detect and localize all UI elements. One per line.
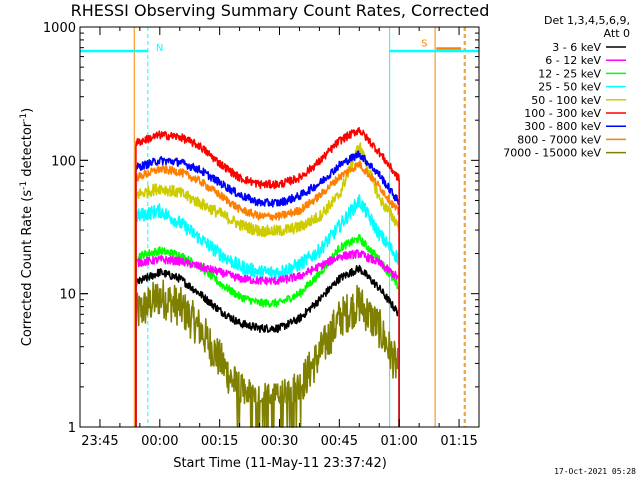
- legend-entry-label: 3 - 6 keV: [552, 41, 601, 54]
- series-line-5: [135, 126, 400, 427]
- series-line-6: [135, 150, 400, 427]
- legend-entry-label: 12 - 25 keV: [538, 67, 601, 80]
- y-axis-label: Corrected Count Rate (s-1 detector-1): [19, 108, 35, 346]
- x-tick-label: 00:15: [201, 434, 238, 449]
- night-flag-label: N: [156, 43, 163, 54]
- y-tick-label: 100: [51, 154, 76, 169]
- legend-entry-label: 50 - 100 keV: [531, 94, 601, 107]
- y-axis: 1 10 100 1000: [43, 21, 479, 436]
- y-tick-label: 10: [59, 288, 76, 303]
- legend-header-line1: Det 1,3,4,5,6,9,: [544, 14, 630, 27]
- series-line-4: [135, 142, 400, 427]
- y-tick-label: 1000: [43, 21, 76, 36]
- x-tick-label: 00:45: [321, 434, 358, 449]
- x-axis: 23:45 00:00 00:15 00:30 00:45 01:00 01:15: [79, 27, 480, 449]
- legend-entry-label: 7000 - 15000 keV: [503, 147, 601, 160]
- y-tick-label: 1: [68, 421, 76, 436]
- chart-title: RHESSI Observing Summary Count Rates, Co…: [71, 1, 490, 20]
- x-tick-label: 01:00: [380, 434, 417, 449]
- x-tick-label: 01:15: [440, 434, 477, 449]
- legend-entry-label: 300 - 800 keV: [524, 120, 601, 133]
- footer-timestamp: 17-Oct-2021 05:28: [554, 467, 636, 476]
- legend-header-line2: Att 0: [604, 27, 630, 40]
- x-tick-label: 23:45: [81, 434, 118, 449]
- legend-entry-label: 6 - 12 keV: [545, 54, 601, 67]
- legend-entry-label: 25 - 50 keV: [538, 81, 601, 94]
- series-line-1: [135, 249, 400, 427]
- x-tick-label: 00:30: [261, 434, 298, 449]
- x-tick-label: 00:00: [141, 434, 178, 449]
- legend-entry-label: 100 - 300 keV: [524, 107, 601, 120]
- legend-entry-label: 800 - 7000 keV: [517, 133, 601, 146]
- x-axis-label: Start Time (11-May-11 23:37:42): [173, 456, 387, 471]
- saa-flag-label: S: [421, 38, 427, 49]
- series-line-3: [135, 194, 400, 427]
- series-line-0: [135, 264, 400, 427]
- series-line-7: [135, 160, 400, 427]
- series-line-8: [135, 279, 400, 428]
